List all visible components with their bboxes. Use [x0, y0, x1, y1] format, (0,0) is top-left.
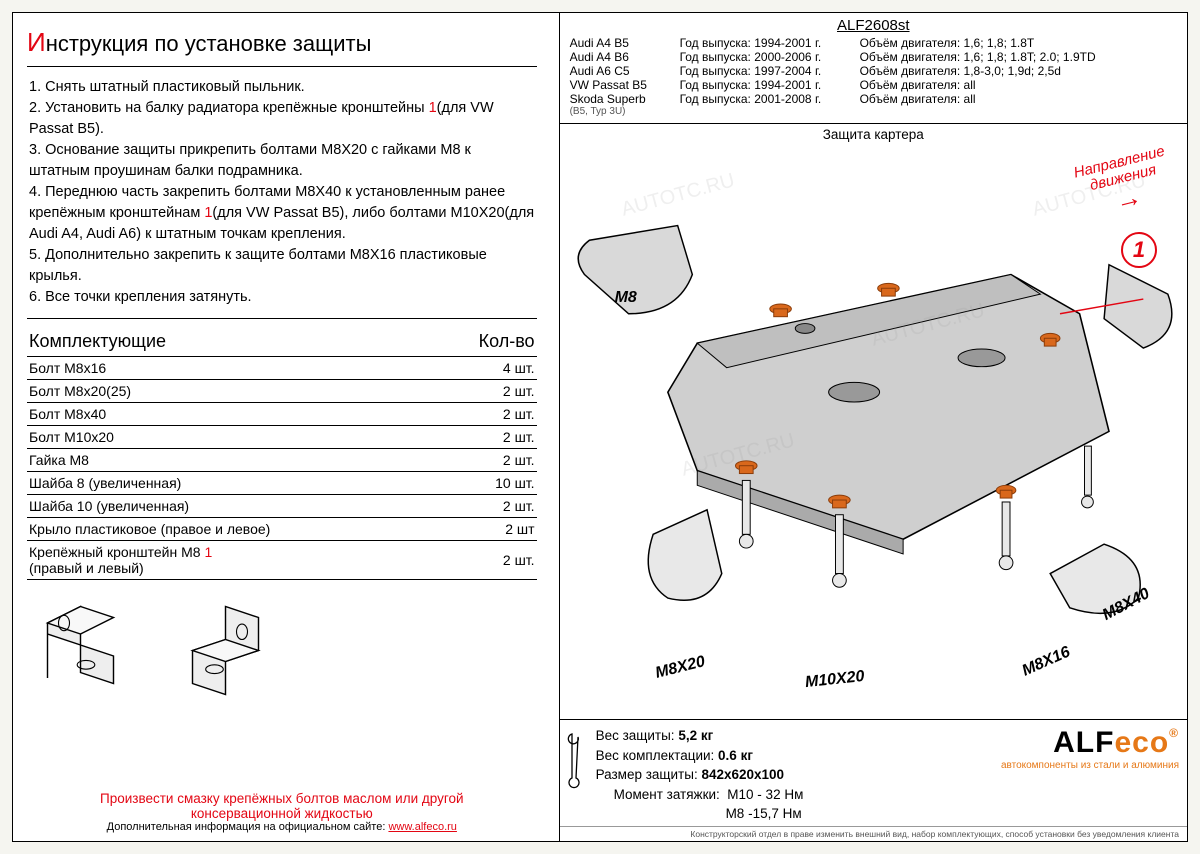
- component-qty: 2 шт.: [467, 380, 537, 403]
- diagram-title: Защита картера: [560, 127, 1187, 142]
- model-engine: Объём двигателя: 1,6; 1,8; 1.8T: [860, 36, 1177, 50]
- step-item: 4. Переднюю часть закрепить болтами М8Х4…: [29, 182, 535, 245]
- installation-steps: 1. Снять штатный пластиковый пыльник.2. …: [27, 66, 537, 319]
- step-item: 5. Дополнительно закрепить к защите болт…: [29, 245, 535, 287]
- bracket-right-icon: [165, 590, 275, 700]
- diagram-area: Защита картера AUTOTC.RU AUTOTC.RU AUTOT…: [560, 124, 1187, 719]
- model-years: Год выпуска: 1994-2001 г.: [680, 36, 860, 50]
- component-qty: 2 шт.: [467, 403, 537, 426]
- callout-m8: M8: [615, 289, 637, 307]
- brand-logo: ALFeco® автокомпоненты из стали и алюмин…: [1001, 726, 1179, 824]
- model-engine: Объём двигателя: 1,6; 1,8; 1.8T; 2.0; 1.…: [860, 50, 1177, 64]
- table-row: Крыло пластиковое (правое и левое)2 шт: [27, 518, 537, 541]
- specs-block: Вес защиты: 5,2 кг Вес комплектации: 0.6…: [560, 719, 1187, 826]
- model-code: ALF2608st: [570, 17, 1177, 34]
- callout-badge-1: 1: [1121, 232, 1157, 268]
- model-years: Год выпуска: 2001-2008 г.: [680, 92, 860, 117]
- model-car: VW Passat B5: [570, 78, 680, 92]
- step-item: 1. Снять штатный пластиковый пыльник.: [29, 77, 535, 98]
- title-cap: И: [27, 27, 46, 57]
- component-qty: 2 шт.: [467, 495, 537, 518]
- table-row: Шайба 10 (увеличенная)2 шт.: [27, 495, 537, 518]
- component-name: Крепёжный кронштейн М8 1(правый и левый): [27, 541, 467, 580]
- wrench-icon: [562, 728, 588, 798]
- specs-text: Вес защиты: 5,2 кг Вес комплектации: 0.6…: [568, 726, 804, 824]
- bracket-left-icon: [31, 590, 141, 700]
- component-name: Болт М8х40: [27, 403, 467, 426]
- step-item: 2. Установить на балку радиатора крепёжн…: [29, 98, 535, 140]
- components-header: Комплектующие Кол-во: [27, 319, 537, 357]
- components-table: Болт М8х164 шт.Болт М8х20(25)2 шт.Болт М…: [27, 357, 537, 580]
- bracket-illustrations: [27, 580, 537, 700]
- fine-print: Конструкторский отдел в праве изменить в…: [560, 826, 1187, 841]
- component-name: Шайба 10 (увеличенная): [27, 495, 467, 518]
- table-row: Крепёжный кронштейн М8 1(правый и левый)…: [27, 541, 537, 580]
- component-qty: 2 шт.: [467, 426, 537, 449]
- component-qty: 10 шт.: [467, 472, 537, 495]
- component-name: Болт М10х20: [27, 426, 467, 449]
- component-qty: 2 шт.: [467, 541, 537, 580]
- component-name: Крыло пластиковое (правое и левое): [27, 518, 467, 541]
- instruction-sheet: Инструкция по установке защиты 1. Снять …: [12, 12, 1188, 842]
- model-years: Год выпуска: 2000-2006 г.: [680, 50, 860, 64]
- model-car: Skoda Superb(B5, Typ 3U): [570, 92, 680, 117]
- component-qty: 2 шт.: [467, 449, 537, 472]
- components-header-left: Комплектующие: [29, 331, 166, 352]
- left-column: Инструкция по установке защиты 1. Снять …: [13, 13, 549, 841]
- table-row: Болт М8х20(25)2 шт.: [27, 380, 537, 403]
- components-header-right: Кол-во: [479, 331, 535, 352]
- component-name: Болт М8х16: [27, 357, 467, 380]
- title-rest: нструкция по установке защиты: [46, 31, 372, 56]
- component-name: Шайба 8 (увеличенная): [27, 472, 467, 495]
- table-row: Гайка М82 шт.: [27, 449, 537, 472]
- table-row: Шайба 8 (увеличенная)10 шт.: [27, 472, 537, 495]
- table-row: Болт М8х164 шт.: [27, 357, 537, 380]
- table-row: Болт М10х202 шт.: [27, 426, 537, 449]
- model-car: Audi A6 C5: [570, 64, 680, 78]
- step-item: 3. Основание защиты прикрепить болтами М…: [29, 140, 535, 182]
- component-name: Болт М8х20(25): [27, 380, 467, 403]
- footer-note: Произвести смазку крепёжных болтов масло…: [27, 787, 537, 835]
- footer-line2: консервационной жидкостью: [33, 806, 531, 821]
- footer-line1: Произвести смазку крепёжных болтов масло…: [33, 791, 531, 806]
- footer-line3-pre: Дополнительная информация на официальном…: [107, 821, 389, 833]
- brand-tagline: автокомпоненты из стали и алюминия: [1001, 760, 1179, 771]
- model-engine: Объём двигателя: 1,8-3,0; 1,9d; 2,5d: [860, 64, 1177, 78]
- model-car: Audi A4 B6: [570, 50, 680, 64]
- model-info-block: ALF2608st Audi A4 B5 Год выпуска: 1994-2…: [560, 13, 1187, 124]
- footer-link[interactable]: www.alfeco.ru: [388, 821, 456, 833]
- component-name: Гайка М8: [27, 449, 467, 472]
- right-column: ALF2608st Audi A4 B5 Год выпуска: 1994-2…: [559, 13, 1187, 841]
- model-car: Audi A4 B5: [570, 36, 680, 50]
- page-title: Инструкция по установке защиты: [27, 27, 537, 58]
- model-engine: Объём двигателя: all: [860, 78, 1177, 92]
- component-qty: 2 шт: [467, 518, 537, 541]
- model-years: Год выпуска: 1997-2004 г.: [680, 64, 860, 78]
- component-qty: 4 шт.: [467, 357, 537, 380]
- model-years: Год выпуска: 1994-2001 г.: [680, 78, 860, 92]
- step-item: 6. Все точки крепления затянуть.: [29, 287, 535, 308]
- table-row: Болт М8х402 шт.: [27, 403, 537, 426]
- model-engine: Объём двигателя: all: [860, 92, 1177, 117]
